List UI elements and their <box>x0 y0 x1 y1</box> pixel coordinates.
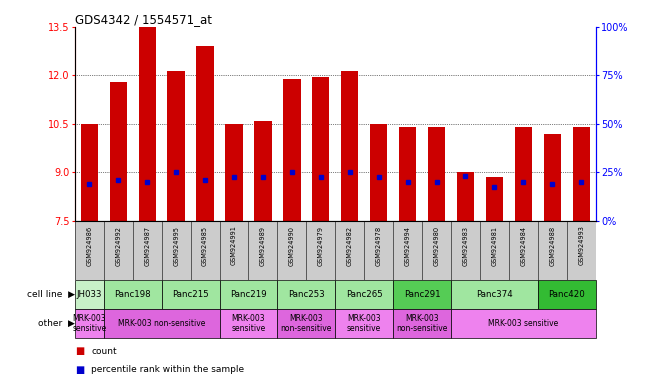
Text: MRK-003
sensitive: MRK-003 sensitive <box>231 314 266 333</box>
Text: MRK-003 sensitive: MRK-003 sensitive <box>488 319 559 328</box>
Text: MRK-003
non-sensitive: MRK-003 non-sensitive <box>281 314 332 333</box>
Text: GSM924991: GSM924991 <box>231 225 237 265</box>
Bar <box>341 71 359 221</box>
Bar <box>451 280 538 309</box>
Text: GSM924987: GSM924987 <box>145 225 150 266</box>
Text: Panc374: Panc374 <box>476 290 513 299</box>
Bar <box>219 309 277 338</box>
Text: MRK-003 non-sensitive: MRK-003 non-sensitive <box>118 319 205 328</box>
Text: GSM924984: GSM924984 <box>520 225 526 266</box>
Bar <box>538 280 596 309</box>
Text: ■: ■ <box>75 346 84 356</box>
Text: GSM924993: GSM924993 <box>578 225 584 265</box>
Bar <box>255 121 271 221</box>
Text: GSM924981: GSM924981 <box>492 225 497 266</box>
Bar <box>399 127 416 221</box>
Text: percentile rank within the sample: percentile rank within the sample <box>91 365 244 374</box>
Bar <box>335 309 393 338</box>
Text: GSM924992: GSM924992 <box>115 225 121 266</box>
Bar <box>167 71 185 221</box>
Bar <box>104 280 161 309</box>
Bar <box>277 309 335 338</box>
Bar <box>515 127 532 221</box>
Text: other  ▶: other ▶ <box>38 319 75 328</box>
Bar <box>277 280 335 309</box>
Text: Panc253: Panc253 <box>288 290 325 299</box>
Bar <box>225 124 243 221</box>
Bar <box>428 127 445 221</box>
Text: GSM924986: GSM924986 <box>87 225 92 266</box>
Text: GSM924988: GSM924988 <box>549 225 555 266</box>
Bar <box>109 82 127 221</box>
Text: ■: ■ <box>75 365 84 375</box>
Bar <box>544 134 561 221</box>
Bar <box>75 280 104 309</box>
Text: GSM924994: GSM924994 <box>405 225 411 266</box>
Text: Panc198: Panc198 <box>115 290 151 299</box>
Bar <box>393 280 451 309</box>
Bar <box>104 309 219 338</box>
Bar <box>572 127 590 221</box>
Text: GSM924982: GSM924982 <box>347 225 353 266</box>
Text: Panc215: Panc215 <box>173 290 209 299</box>
Text: GSM924983: GSM924983 <box>462 225 469 266</box>
Bar <box>161 280 219 309</box>
Text: GSM924978: GSM924978 <box>376 225 381 266</box>
Text: GSM924995: GSM924995 <box>173 225 179 266</box>
Bar <box>451 309 596 338</box>
Text: MRK-003
non-sensitive: MRK-003 non-sensitive <box>396 314 448 333</box>
Bar <box>393 309 451 338</box>
Bar <box>75 309 104 338</box>
Bar <box>486 177 503 221</box>
Text: GDS4342 / 1554571_at: GDS4342 / 1554571_at <box>75 13 212 26</box>
Bar <box>283 79 301 221</box>
Text: MRK-003
sensitive: MRK-003 sensitive <box>72 314 107 333</box>
Text: GSM924985: GSM924985 <box>202 225 208 266</box>
Text: GSM924990: GSM924990 <box>289 225 295 266</box>
Text: Panc291: Panc291 <box>404 290 440 299</box>
Text: MRK-003
sensitive: MRK-003 sensitive <box>347 314 381 333</box>
Bar <box>457 172 474 221</box>
Bar <box>370 124 387 221</box>
Text: GSM924979: GSM924979 <box>318 225 324 266</box>
Bar <box>335 280 393 309</box>
Bar <box>197 46 214 221</box>
Bar <box>139 27 156 221</box>
Bar <box>312 77 329 221</box>
Text: Panc219: Panc219 <box>230 290 267 299</box>
Text: GSM924980: GSM924980 <box>434 225 439 266</box>
Text: JH033: JH033 <box>77 290 102 299</box>
Bar <box>81 124 98 221</box>
Bar <box>219 280 277 309</box>
Text: cell line  ▶: cell line ▶ <box>27 290 75 299</box>
Text: Panc420: Panc420 <box>548 290 585 299</box>
Text: GSM924989: GSM924989 <box>260 225 266 266</box>
Text: Panc265: Panc265 <box>346 290 383 299</box>
Text: count: count <box>91 347 117 356</box>
